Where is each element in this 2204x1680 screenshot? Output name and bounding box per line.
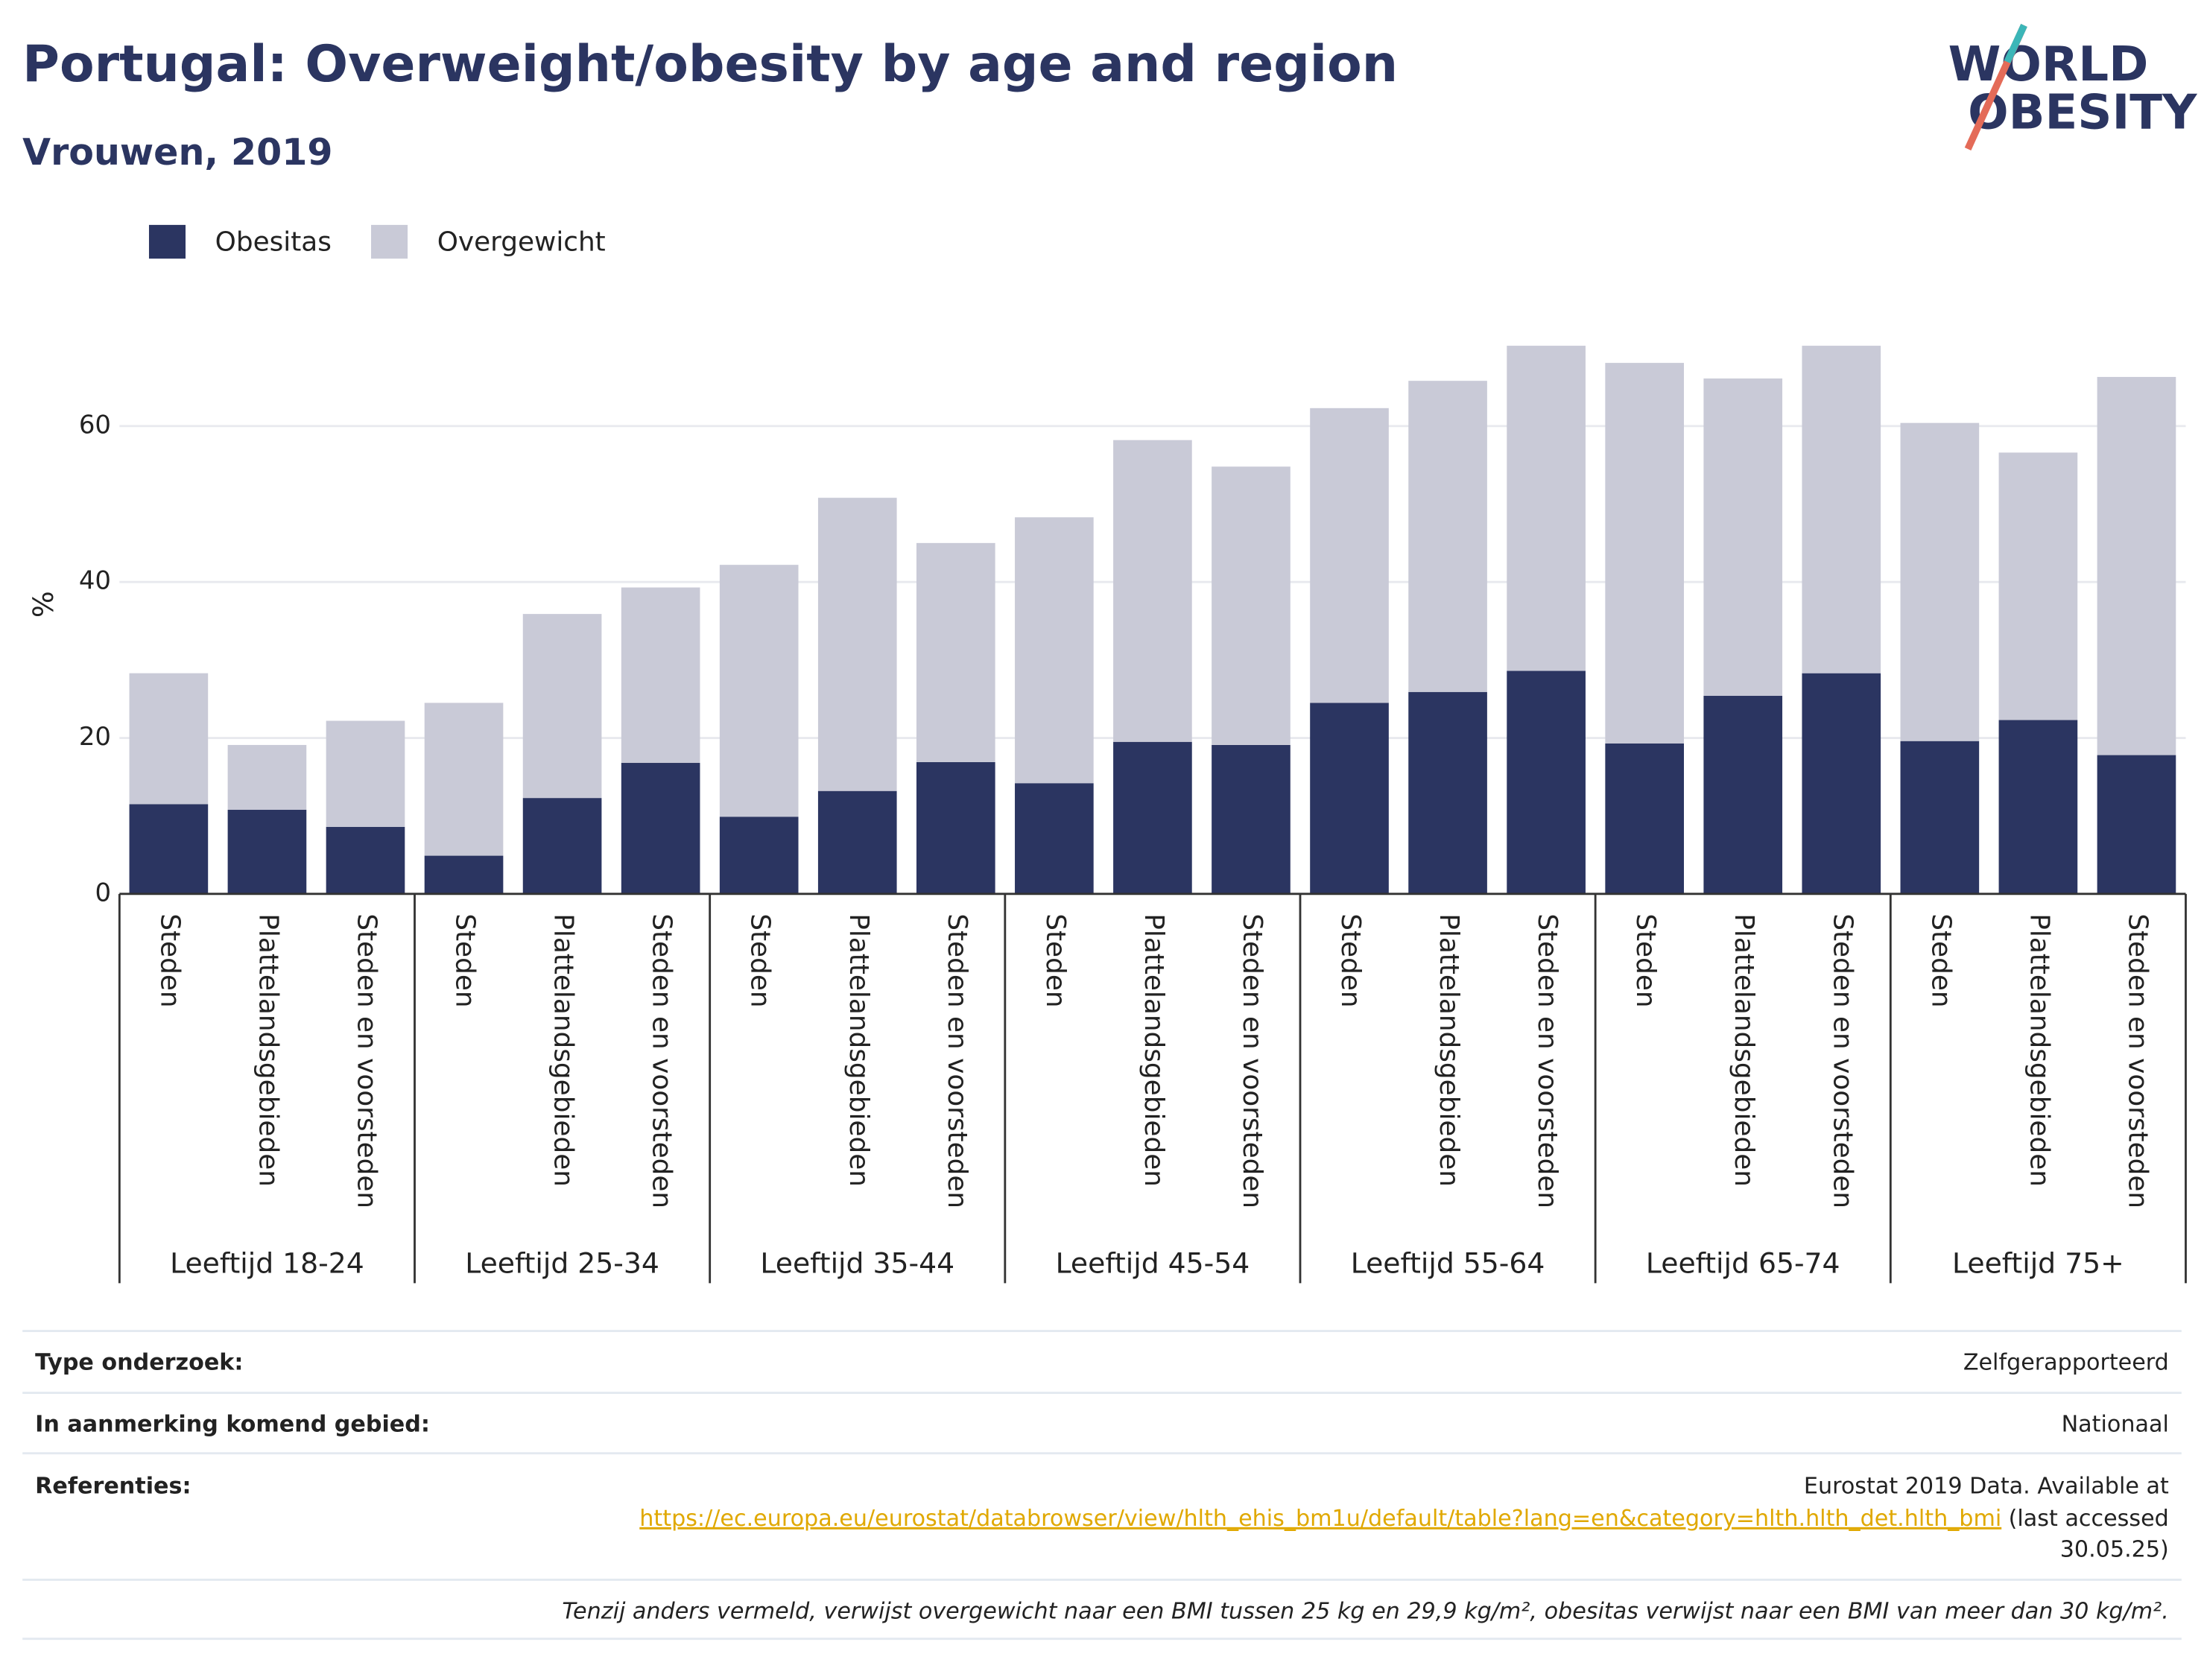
footer-label: Type onderzoek: (35, 1349, 243, 1375)
bar-segment (1802, 673, 1881, 894)
bar-segment (1900, 422, 1980, 741)
x-tick-label: Steden (154, 913, 185, 1007)
x-tick-label: Steden en voorsteden (2122, 913, 2153, 1208)
bar-segment (1015, 783, 1094, 894)
bar-segment (916, 761, 995, 894)
bar-segment (817, 498, 897, 791)
group-label: Leeftijd 18-24 (170, 1246, 364, 1279)
footer-value: Zelfgerapporteerd (1963, 1349, 2169, 1375)
bar-segment (1998, 720, 2078, 894)
bar-segment (227, 809, 307, 894)
x-tick-label: Steden en voorsteden (1237, 913, 1267, 1208)
bar-segment (424, 703, 504, 856)
y-tick-label: 40 (79, 566, 111, 596)
bar-segment (817, 790, 897, 894)
bar-segment (326, 720, 405, 827)
legend-label: Obesitas (215, 226, 332, 257)
bar-segment (1015, 517, 1094, 784)
legend-swatch (148, 224, 186, 259)
bar-segment (1113, 440, 1192, 742)
bar-segment (1900, 741, 1980, 894)
reference-accessed: (last accessed (2009, 1506, 2169, 1532)
x-tick-label: Plattelandsgebieden (2024, 913, 2054, 1187)
bar-segment (1310, 703, 1389, 894)
bar-segment (1703, 378, 1783, 697)
bar-segment (621, 763, 700, 894)
y-tick-label: 20 (79, 722, 111, 752)
bar-segment (621, 587, 700, 764)
bar-segment (1605, 363, 1685, 744)
x-tick-label: Plattelandsgebieden (548, 913, 579, 1187)
bar-segment (1310, 408, 1389, 703)
bar-segment (1703, 696, 1783, 894)
reference-accessed: 30.05.25) (2060, 1536, 2169, 1562)
x-tick-label: Steden (1630, 913, 1661, 1007)
bar-segment (1507, 346, 1586, 671)
bar-segment (522, 614, 602, 799)
x-tick-label: Steden (745, 913, 776, 1007)
legend-swatch (371, 224, 408, 259)
chart-title: Portugal: Overweight/obesity by age and … (22, 35, 1398, 94)
bar-segment (522, 798, 602, 894)
bar-segment (129, 804, 209, 894)
bar-segment (326, 826, 405, 894)
x-tick-label: Steden en voorsteden (351, 913, 381, 1208)
x-tick-label: Steden en voorsteden (1532, 913, 1562, 1208)
bar-segment (227, 744, 307, 810)
bar-segment (1802, 346, 1881, 673)
y-tick-label: 0 (95, 878, 111, 907)
footer-label: Referenties: (35, 1473, 191, 1499)
bar-segment (1998, 452, 2078, 720)
x-tick-label: Steden en voorsteden (647, 913, 677, 1208)
bar-segment (1212, 466, 1291, 745)
x-tick-label: Steden (450, 913, 481, 1007)
bar-segment (2097, 755, 2176, 894)
logo-text: OBESITY (1968, 84, 2198, 140)
x-tick-label: Plattelandsgebieden (1729, 913, 1759, 1187)
footer-note: Tenzij anders vermeld, verwijst overgewi… (562, 1598, 2168, 1624)
group-label: Leeftijd 25-34 (465, 1246, 659, 1279)
bar-segment (129, 673, 209, 805)
x-tick-label: Steden en voorsteden (942, 913, 972, 1208)
x-tick-label: Steden en voorsteden (1827, 913, 1858, 1208)
footer-value: Nationaal (2062, 1411, 2169, 1437)
bar-segment (916, 542, 995, 762)
x-tick-label: Steden (1040, 913, 1071, 1007)
bar-segment (2097, 376, 2176, 755)
group-label: Leeftijd 45-54 (1056, 1246, 1250, 1279)
footer-label: In aanmerking komend gebied: (35, 1411, 430, 1437)
x-tick-label: Steden (1925, 913, 1956, 1007)
x-tick-label: Plattelandsgebieden (843, 913, 874, 1187)
bar-segment (424, 855, 504, 894)
bar-segment (1212, 744, 1291, 894)
x-tick-label: Plattelandsgebieden (1139, 913, 1169, 1187)
logo-text: WORLD (1948, 37, 2149, 92)
reference-text: Eurostat 2019 Data. Available at (1804, 1473, 2169, 1499)
group-label: Leeftijd 35-44 (760, 1246, 954, 1279)
bar-segment (719, 565, 799, 817)
group-label: Leeftijd 55-64 (1351, 1246, 1545, 1279)
y-axis-label: % (27, 591, 60, 618)
x-tick-label: Plattelandsgebieden (253, 913, 283, 1187)
bar-segment (1507, 671, 1586, 894)
y-tick-label: 60 (79, 410, 111, 440)
x-tick-label: Plattelandsgebieden (1434, 913, 1464, 1187)
bar-segment (1408, 691, 1487, 894)
reference-link[interactable]: https://ec.europa.eu/eurostat/databrowse… (639, 1506, 2001, 1532)
legend-label: Overgewicht (437, 226, 606, 257)
group-label: Leeftijd 65-74 (1646, 1246, 1840, 1279)
bar-segment (1113, 741, 1192, 894)
group-label: Leeftijd 75+ (1952, 1246, 2124, 1279)
bar-segment (719, 817, 799, 894)
bar-segment (1408, 381, 1487, 692)
logo-slash (2004, 24, 2027, 64)
x-tick-label: Steden (1335, 913, 1366, 1007)
chart-subtitle: Vrouwen, 2019 (22, 130, 332, 174)
bar-segment (1605, 743, 1685, 894)
